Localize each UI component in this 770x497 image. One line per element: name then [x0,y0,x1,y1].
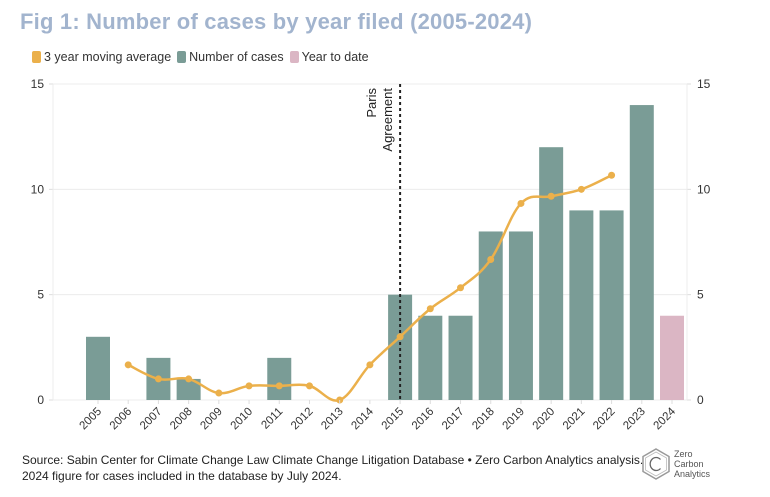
paris-agreement-label: Paris [364,88,379,118]
source-note: Source: Sabin Center for Climate Change … [22,452,643,484]
bar-2020 [539,147,564,400]
x-tick-label: 2012 [289,406,316,433]
y-tick-label-left: 5 [37,288,44,302]
x-tick-label: 2010 [229,406,256,433]
x-tick-label: 2005 [78,406,105,433]
x-tick-label: 2007 [138,406,165,433]
moving-average-point-2015 [396,333,404,341]
chart-title: Fig 1: Number of cases by year filed (20… [20,9,533,34]
bars [86,105,684,401]
bar-2016 [418,315,443,400]
bar-2011 [267,357,292,400]
legend-item-year-to-date[interactable]: Year to date [289,50,369,64]
y-tick-label-right: 5 [697,288,704,302]
y-tick-label-right: 0 [697,393,704,407]
y-tick-label-left: 15 [31,77,45,91]
x-tick-label: 2021 [561,406,588,433]
bar-2005 [86,336,110,400]
moving-average-point-2009 [215,389,223,397]
moving-average-point-2007 [154,375,162,383]
x-tick-label: 2008 [168,406,195,433]
moving-average-point-2019 [517,199,525,207]
x-tick-label: 2017 [440,406,467,433]
moving-average-point-2011 [275,382,283,390]
moving-average-point-2012 [305,382,313,390]
x-tick-label: 2018 [470,406,497,433]
legend-label: 3 year moving average [44,50,172,64]
x-tick-label: 2024 [652,405,679,432]
legend-swatch-moving-average [32,51,41,63]
x-tick-label: 2020 [531,406,558,433]
y-tick-label-left: 10 [31,182,45,196]
bar-2022 [599,210,624,400]
logo-line-2: Carbon [674,459,704,469]
legend-swatch-number-of-cases [177,51,187,63]
moving-average-point-2022 [608,171,616,179]
moving-average-point-2017 [457,284,465,292]
x-tick-label: 2023 [621,406,648,433]
x-tick-label: 2011 [259,406,285,432]
x-tick-label: 2006 [108,406,135,433]
zero-carbon-analytics-logo: Zero Carbon Analytics [642,448,710,480]
y-tick-label-left: 0 [37,393,44,407]
legend-label: Number of cases [189,50,284,64]
x-tick-label: 2009 [198,406,225,433]
legend-item-moving-average[interactable]: 3 year moving average [32,50,171,64]
source-line-1: Source: Sabin Center for Climate Change … [22,453,644,467]
logo-line-1: Zero [674,449,693,459]
bar-2024 [660,315,684,400]
legend-item-number-of-cases[interactable]: Number of cases [177,50,284,64]
x-tick-label: 2019 [500,406,527,433]
hexagon-c-logo-icon [642,448,670,480]
moving-average-point-2014 [366,361,374,369]
bar-2023 [629,105,654,401]
moving-average-point-2010 [245,382,253,390]
logo-line-3: Analytics [674,469,711,479]
moving-average-point-2016 [426,305,434,313]
moving-average-point-2021 [577,185,585,193]
legend: 3 year moving average Number of cases Ye… [32,50,375,64]
legend-label: Year to date [301,50,369,64]
x-tick-label: 2013 [319,406,346,433]
bar-2021 [569,210,594,400]
source-line-2: 2024 figure for cases included in the da… [22,469,342,483]
x-tick-label: 2016 [410,406,437,433]
y-tick-label-right: 15 [697,77,711,91]
bar-2019 [508,231,533,400]
x-tick-label: 2014 [349,405,376,432]
bar-2017 [448,315,473,400]
paris-agreement-label: Agreement [380,88,395,152]
legend-swatch-year-to-date [289,51,299,63]
x-tick-label: 2022 [591,406,618,433]
moving-average-point-2008 [185,375,193,383]
moving-average-point-2006 [124,361,132,369]
bar-2008 [176,378,201,400]
moving-average-point-2018 [487,255,495,263]
annotations: Paris Agreement [364,84,402,400]
y-tick-label-right: 10 [697,182,711,196]
moving-average-point-2020 [547,192,555,200]
x-tick-label: 2015 [380,406,407,433]
